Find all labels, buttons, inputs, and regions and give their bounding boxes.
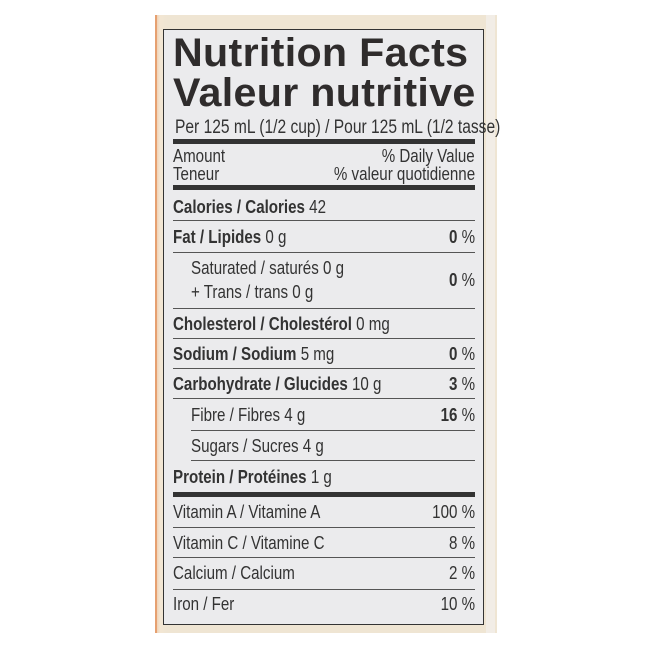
row-sugars: Sugars / Sucres 4 g: [191, 436, 324, 456]
row-calcium: Calcium / Calcium: [173, 563, 295, 583]
divider: [191, 430, 475, 431]
calcium-dv: 2 %: [448, 563, 475, 583]
row-sodium: Sodium / Sodium 5 mg: [173, 344, 335, 364]
divider: [173, 589, 475, 590]
row-carbohydrate: Carbohydrate / Glucides 10 g: [173, 374, 382, 394]
fibre-dv: 16 %: [440, 405, 475, 425]
title-fr: Valeur nutritive: [173, 71, 476, 115]
row-trans: + Trans / trans 0 g: [191, 282, 314, 302]
iron-dv: 10 %: [440, 594, 475, 614]
fat-dv: 0 %: [448, 227, 475, 247]
title-en: Nutrition Facts: [173, 31, 469, 75]
package-side-text-fragment: [486, 15, 495, 633]
nutrition-facts-label: Nutrition Facts Valeur nutritive Per 125…: [163, 29, 500, 625]
divider-thick: [173, 492, 475, 497]
divider: [173, 398, 475, 399]
amount-label: Amount: [173, 146, 226, 166]
divider: [173, 252, 475, 253]
row-vitamin-a: Vitamin A / Vitamine A: [173, 502, 321, 522]
valeur-quotidienne-label: % valeur quotidienne: [333, 164, 475, 184]
saturated-dv: 0 %: [448, 270, 475, 290]
divider: [173, 338, 475, 339]
daily-value-label: % Daily Value: [381, 146, 475, 166]
carbohydrate-dv: 3 %: [448, 374, 475, 394]
row-calories: Calories / Calories 42: [173, 197, 326, 217]
row-iron: Iron / Fer: [173, 594, 235, 614]
divider: [173, 527, 475, 528]
row-cholesterol: Cholesterol / Cholestérol 0 mg: [173, 314, 390, 334]
row-fibre: Fibre / Fibres 4 g: [191, 405, 306, 425]
divider: [173, 308, 475, 309]
divider: [191, 460, 475, 461]
serving-size: Per 125 mL (1/2 cup) / Pour 125 mL (1/2 …: [175, 117, 501, 138]
teneur-label: Teneur: [173, 164, 220, 184]
sodium-dv: 0 %: [448, 344, 475, 364]
divider: [173, 557, 475, 558]
row-protein: Protein / Protéines 1 g: [173, 467, 332, 487]
divider-thick: [173, 185, 475, 190]
divider: [173, 220, 475, 221]
divider: [173, 368, 475, 369]
vitamin-c-dv: 8 %: [448, 533, 475, 553]
divider-thick: [173, 139, 475, 144]
row-saturated: Saturated / saturés 0 g: [191, 258, 344, 278]
vitamin-a-dv: 100 %: [432, 502, 475, 522]
row-fat: Fat / Lipides 0 g: [173, 227, 287, 247]
row-vitamin-c: Vitamin C / Vitamine C: [173, 533, 325, 553]
